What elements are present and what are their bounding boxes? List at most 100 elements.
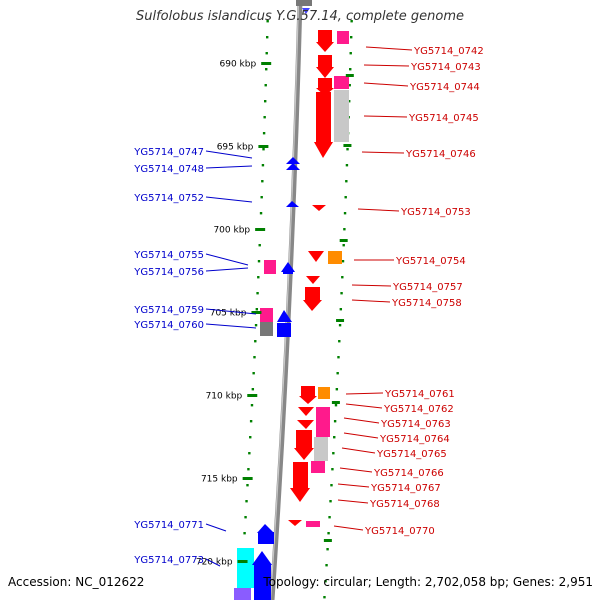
- blue-gene-0759[interactable]: [277, 310, 292, 322]
- blue-gene-0760[interactable]: [277, 323, 291, 337]
- right-gene-label[interactable]: YG5714_0762: [383, 404, 454, 415]
- cyan-gene-0773[interactable]: [237, 548, 254, 588]
- red-gene-0754[interactable]: [308, 251, 324, 262]
- orange-gene-0761[interactable]: [318, 387, 330, 399]
- right-gene-label[interactable]: YG5714_0758: [391, 298, 462, 309]
- guide-dot: [348, 100, 351, 103]
- guide-dot: [342, 244, 345, 247]
- blue-gene-0773[interactable]: [252, 551, 272, 600]
- blue-gene-0748[interactable]: [286, 163, 300, 170]
- pink-rna-0759[interactable]: [260, 308, 273, 322]
- left-gene-label[interactable]: YG5714_0773: [133, 555, 204, 566]
- red-gene-0762-0768[interactable]: [290, 407, 314, 502]
- orange-gene-0754[interactable]: [328, 251, 342, 264]
- guide-dot: [264, 84, 267, 87]
- right-gene-label[interactable]: YG5714_0763: [380, 419, 451, 430]
- genome-summary-text: Topology: circular; Length: 2,702,058 bp…: [263, 575, 593, 589]
- guide-dot: [260, 196, 263, 199]
- guide-dot: [254, 340, 257, 343]
- right-gene-label[interactable]: YG5714_0765: [376, 449, 447, 460]
- scale-tick: [251, 311, 262, 314]
- right-leader-line: [365, 46, 413, 51]
- scale-tick: [247, 394, 258, 397]
- track-tick: [343, 144, 352, 147]
- pink-rna-0744[interactable]: [334, 76, 349, 89]
- right-gene-label[interactable]: YG5714_0770: [364, 526, 435, 537]
- guide-dot: [261, 164, 265, 167]
- scale-tick: [258, 145, 269, 148]
- guide-dot: [341, 260, 345, 263]
- guide-dot: [350, 20, 353, 23]
- left-gene-label[interactable]: YG5714_0756: [133, 267, 204, 278]
- right-leader-line: [333, 525, 364, 531]
- red-gene-0753[interactable]: [312, 205, 326, 211]
- right-gene-label[interactable]: YG5714_0754: [395, 256, 466, 267]
- scale-label: 690 kbp: [220, 60, 257, 70]
- left-gene-label[interactable]: YG5714_0747: [133, 147, 204, 158]
- pink-rna-0762[interactable]: [316, 407, 330, 437]
- left-leader-line: [205, 253, 249, 266]
- right-leader-line: [363, 115, 408, 118]
- guide-dot: [257, 260, 261, 263]
- guide-dot: [349, 36, 353, 39]
- left-gene-label[interactable]: YG5714_0755: [133, 250, 204, 261]
- gene-features: [234, 0, 349, 600]
- scale-label: 715 kbp: [201, 475, 238, 485]
- right-gene-label[interactable]: YG5714_0753: [400, 207, 471, 218]
- right-gene-label[interactable]: YG5714_0742: [413, 46, 484, 57]
- right-gene-label[interactable]: YG5714_0767: [370, 483, 441, 494]
- red-gene-0742[interactable]: [316, 30, 334, 52]
- right-gene-label[interactable]: YG5714_0768: [369, 499, 440, 510]
- guide-dot: [343, 212, 347, 215]
- left-leader-line: [205, 558, 221, 567]
- guide-dot: [323, 596, 326, 599]
- pink-rna-0766[interactable]: [311, 461, 325, 473]
- left-gene-label[interactable]: YG5714_0759: [133, 305, 204, 316]
- red-gene-0743[interactable]: [316, 55, 334, 78]
- guide-dot: [264, 100, 267, 103]
- guide-dot: [346, 148, 349, 151]
- red-gene-0745-0746[interactable]: [314, 92, 333, 158]
- red-gene-0761[interactable]: [299, 386, 317, 404]
- grey-gene-0764[interactable]: [314, 437, 328, 461]
- top-blue-marker: [302, 8, 310, 14]
- right-gene-label[interactable]: YG5714_0766: [373, 468, 444, 479]
- pink-rna-0770[interactable]: [306, 521, 320, 527]
- right-gene-label[interactable]: YG5714_0743: [410, 62, 481, 73]
- right-leader-line: [343, 432, 379, 439]
- left-gene-label[interactable]: YG5714_0760: [133, 320, 204, 331]
- right-gene-label[interactable]: YG5714_0757: [392, 282, 463, 293]
- right-gene-label[interactable]: YG5714_0745: [408, 113, 479, 124]
- red-gene-0757-0758[interactable]: [303, 276, 322, 311]
- guide-dot: [337, 356, 340, 359]
- blue-gene-0752[interactable]: [286, 201, 299, 207]
- purple-gene-0773[interactable]: [234, 588, 251, 600]
- genome-backbone: [269, 0, 303, 600]
- right-leader-line: [361, 151, 405, 154]
- grey-gene-0745[interactable]: [334, 90, 349, 142]
- guide-dot: [328, 516, 331, 519]
- left-gene-label[interactable]: YG5714_0752: [133, 193, 204, 204]
- guide-dot: [338, 324, 342, 327]
- right-leader-line: [337, 483, 370, 488]
- pink-rna-0755[interactable]: [264, 260, 276, 274]
- blue-gene-0771[interactable]: [257, 524, 274, 544]
- blue-gene-0747[interactable]: [286, 157, 300, 164]
- right-leader-line: [337, 499, 369, 504]
- right-gene-label[interactable]: YG5714_0761: [384, 389, 455, 400]
- left-gene-label[interactable]: YG5714_0771: [133, 520, 204, 531]
- accession-text: Accession: NC_012622: [8, 575, 145, 589]
- right-gene-label[interactable]: YG5714_0764: [379, 434, 450, 445]
- track-tick: [345, 74, 354, 77]
- left-gene-label[interactable]: YG5714_0748: [133, 164, 204, 175]
- red-gene-0770[interactable]: [288, 520, 302, 526]
- blue-gene-0756b[interactable]: [283, 270, 293, 274]
- guide-dot: [341, 276, 344, 279]
- grey-gene-0760[interactable]: [260, 322, 273, 336]
- guide-dot: [251, 388, 255, 391]
- left-leader-line: [205, 523, 227, 532]
- blue-gene-0756[interactable]: [281, 262, 295, 272]
- right-gene-label[interactable]: YG5714_0746: [405, 149, 476, 160]
- right-gene-label[interactable]: YG5714_0744: [409, 82, 480, 93]
- pink-rna-0742[interactable]: [337, 31, 349, 44]
